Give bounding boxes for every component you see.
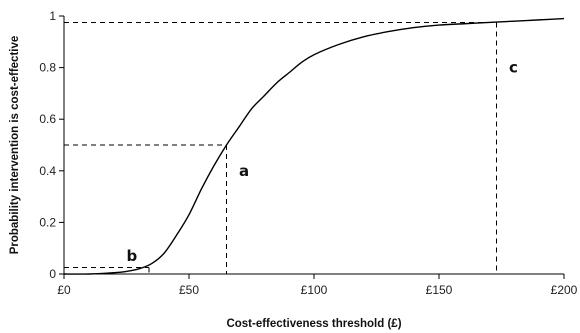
- annotation-b: b: [127, 247, 138, 265]
- y-tick-label: 1: [49, 9, 56, 23]
- y-tick-label: 0.2: [39, 215, 56, 229]
- y-tick-label: 0.4: [39, 164, 56, 178]
- x-tick-label: £200: [551, 283, 578, 297]
- y-tick-label: 0.8: [39, 61, 56, 75]
- annotations: a b c: [127, 59, 518, 265]
- y-ticks: 0 0.2 0.4 0.6 0.8 1: [39, 9, 64, 281]
- y-axis-title: Probability intervention is cost-effecti…: [9, 36, 21, 255]
- probability-curve: [63, 17, 565, 275]
- x-tick-label: £0: [57, 283, 71, 297]
- y-tick-label: 0.6: [39, 112, 56, 126]
- y-tick-label: 0: [49, 267, 56, 281]
- guide-lines: [64, 21, 497, 274]
- x-tick-label: £50: [179, 283, 199, 297]
- annotation-c: c: [509, 59, 518, 77]
- x-ticks: £0 £50 £100 £150 £200: [57, 274, 578, 297]
- x-axis-title: Cost-effectiveness threshold (£): [226, 318, 401, 330]
- x-tick-label: £100: [301, 283, 328, 297]
- annotation-a: a: [239, 162, 249, 180]
- x-tick-label: £150: [426, 283, 453, 297]
